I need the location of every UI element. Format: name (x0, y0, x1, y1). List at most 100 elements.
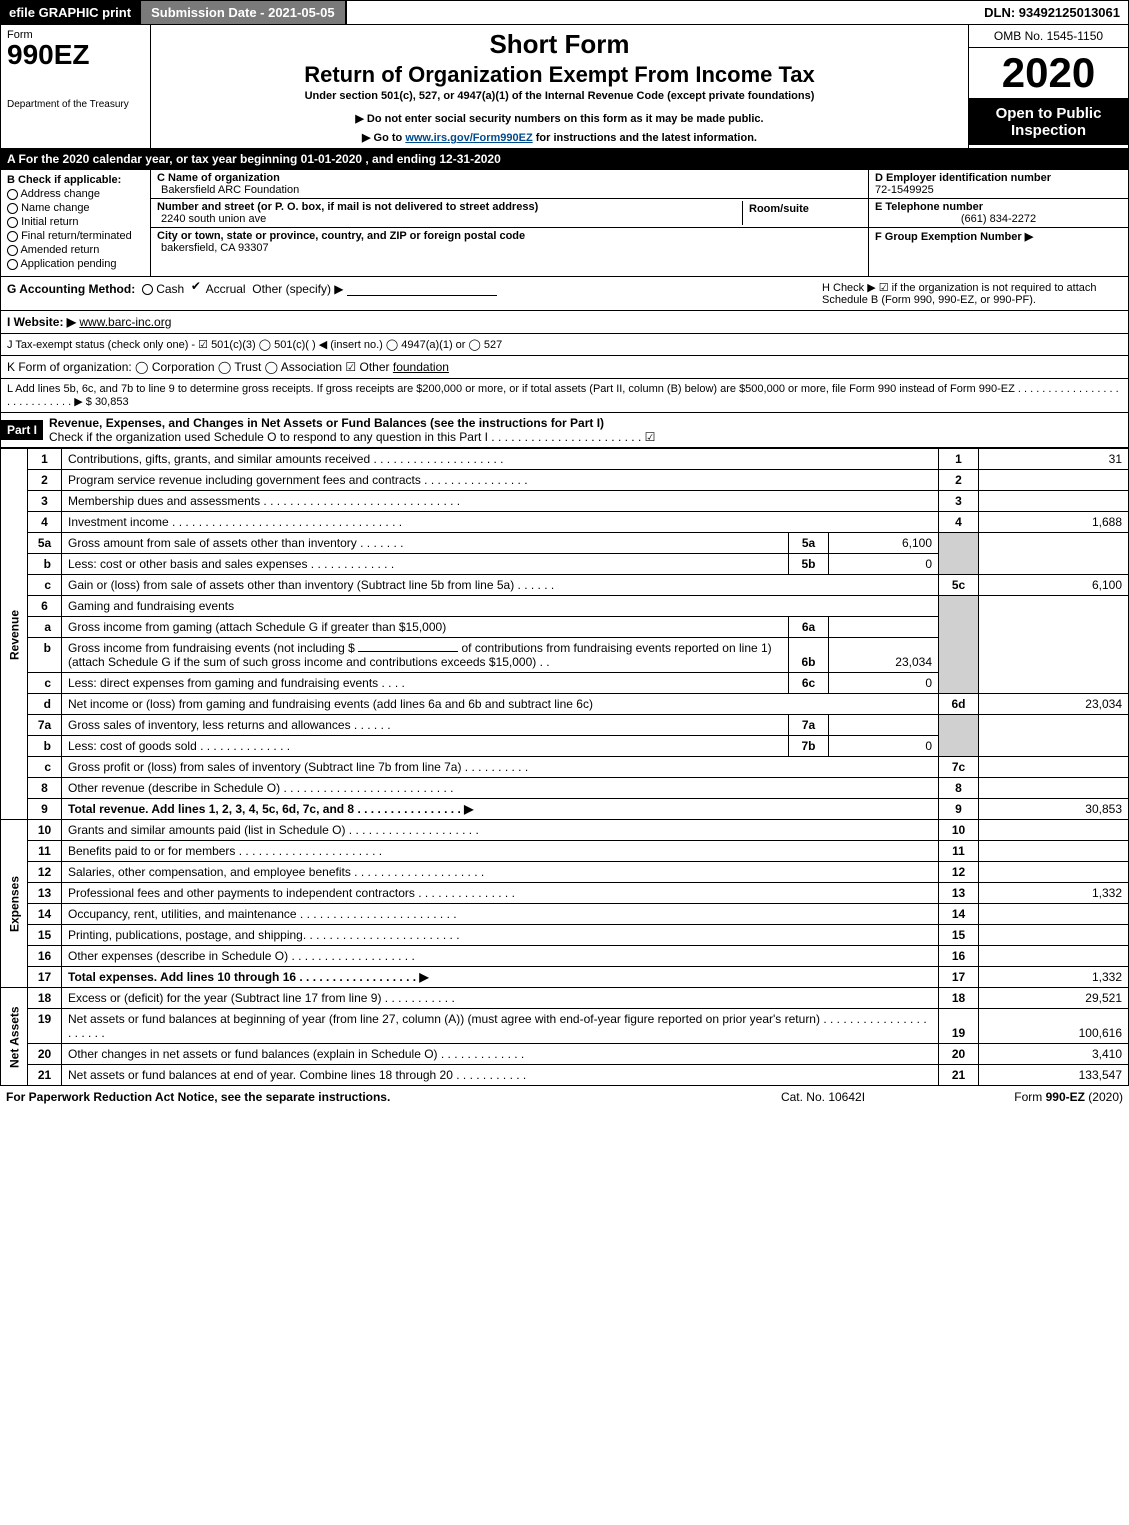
part-i-header: Part I Revenue, Expenses, and Changes in… (0, 413, 1129, 448)
city-row: City or town, state or province, country… (151, 228, 868, 256)
tel-label: E Telephone number (875, 201, 983, 213)
street-value: 2240 south union ave (161, 213, 266, 225)
goto-link[interactable]: www.irs.gov/Form990EZ (405, 132, 532, 144)
table-row: 14Occupancy, rent, utilities, and mainte… (1, 904, 1129, 925)
table-row: 8Other revenue (describe in Schedule O) … (1, 778, 1129, 799)
check-b-column: B Check if applicable: Address change Na… (1, 170, 151, 276)
org-name-value: Bakersfield ARC Foundation (161, 184, 299, 196)
footer-right: Form 990-EZ (2020) (923, 1090, 1123, 1104)
line-k-pre: K Form of organization: ◯ Corporation ◯ … (7, 360, 393, 374)
table-row: 13Professional fees and other payments t… (1, 883, 1129, 904)
chk-address-change[interactable]: Address change (7, 188, 144, 200)
line-k-val: foundation (393, 360, 449, 374)
line-j: J Tax-exempt status (check only one) - ☑… (0, 334, 1129, 356)
header-right: OMB No. 1545-1150 2020 Open to Public In… (968, 25, 1128, 148)
page-footer: For Paperwork Reduction Act Notice, see … (0, 1086, 1129, 1108)
table-row: cGain or (loss) from sale of assets othe… (1, 575, 1129, 596)
website-value[interactable]: www.barc-inc.org (79, 315, 171, 329)
department-label: Department of the Treasury (7, 99, 144, 110)
top-bar: efile GRAPHIC print Submission Date - 20… (0, 0, 1129, 25)
netassets-side-label: Net Assets (1, 988, 28, 1086)
table-row: 17Total expenses. Add lines 10 through 1… (1, 967, 1129, 988)
header-center: Short Form Return of Organization Exempt… (151, 25, 968, 148)
goto-pre: ▶ Go to (362, 132, 405, 144)
table-row: Net Assets 18Excess or (deficit) for the… (1, 988, 1129, 1009)
tel-row: E Telephone number (661) 834-2272 (869, 199, 1128, 228)
form-number: 990EZ (7, 41, 144, 69)
section-c-column: C Name of organization Bakersfield ARC F… (151, 170, 868, 276)
g-accrual-check[interactable] (191, 281, 203, 293)
line-desc: Contributions, gifts, grants, and simila… (62, 449, 939, 470)
line-h: H Check ▶ ☑ if the organization is not r… (822, 281, 1122, 306)
section-b-c-d: B Check if applicable: Address change Na… (0, 170, 1129, 277)
table-row: cGross profit or (loss) from sales of in… (1, 757, 1129, 778)
line-l-text: L Add lines 5b, 6c, and 7b to line 9 to … (7, 383, 1119, 408)
under-section-text: Under section 501(c), 527, or 4947(a)(1)… (159, 90, 960, 102)
open-to-public: Open to Public Inspection (969, 99, 1128, 145)
topbar-spacer (347, 1, 977, 24)
omb-number: OMB No. 1545-1150 (969, 25, 1128, 48)
table-row: dNet income or (loss) from gaming and fu… (1, 694, 1129, 715)
table-row: 2Program service revenue including gover… (1, 470, 1129, 491)
revenue-side-label: Revenue (1, 449, 28, 820)
table-row: 4Investment income . . . . . . . . . . .… (1, 512, 1129, 533)
g-label: G Accounting Method: (7, 282, 135, 296)
efile-label[interactable]: efile GRAPHIC print (1, 1, 139, 24)
goto-text: ▶ Go to www.irs.gov/Form990EZ for instru… (159, 131, 960, 144)
table-row: 21Net assets or fund balances at end of … (1, 1065, 1129, 1086)
line-a: A For the 2020 calendar year, or tax yea… (0, 149, 1129, 170)
return-title: Return of Organization Exempt From Incom… (159, 62, 960, 88)
org-name-row: C Name of organization Bakersfield ARC F… (151, 170, 868, 199)
footer-left: For Paperwork Reduction Act Notice, see … (6, 1090, 723, 1104)
line-l-amt: 30,853 (95, 396, 129, 408)
part-i-label: Part I (1, 420, 43, 440)
table-row: 15Printing, publications, postage, and s… (1, 925, 1129, 946)
chk-initial-return[interactable]: Initial return (7, 216, 144, 228)
table-row: 12Salaries, other compensation, and empl… (1, 862, 1129, 883)
g-h-section: G Accounting Method: Cash Accrual Other … (0, 277, 1129, 311)
do-not-enter-text: ▶ Do not enter social security numbers o… (159, 112, 960, 125)
table-row: 3Membership dues and assessments . . . .… (1, 491, 1129, 512)
line-k: K Form of organization: ◯ Corporation ◯ … (0, 356, 1129, 379)
line-i: I Website: ▶ www.barc-inc.org (0, 311, 1129, 334)
chk-application-pending[interactable]: Application pending (7, 258, 144, 270)
line-g: G Accounting Method: Cash Accrual Other … (7, 281, 822, 306)
section-d-column: D Employer identification number 72-1549… (868, 170, 1128, 276)
table-row: 5aGross amount from sale of assets other… (1, 533, 1129, 554)
ein-row: D Employer identification number 72-1549… (869, 170, 1128, 199)
group-label: F Group Exemption Number ▶ (875, 231, 1033, 243)
street-label: Number and street (or P. O. box, if mail… (157, 201, 538, 213)
form-header: Form 990EZ Department of the Treasury Sh… (0, 25, 1129, 149)
expenses-side-label: Expenses (1, 820, 28, 988)
city-value: bakersfield, CA 93307 (161, 242, 269, 254)
ein-value: 72-1549925 (875, 184, 934, 196)
g-cash: Cash (156, 282, 184, 296)
room-label: Room/suite (749, 203, 809, 215)
goto-post: for instructions and the latest informat… (533, 132, 757, 144)
part-i-check-text: Check if the organization used Schedule … (49, 430, 655, 444)
ein-label: D Employer identification number (875, 172, 1051, 184)
side-gray (939, 715, 979, 757)
short-form-title: Short Form (159, 29, 960, 60)
g-other: Other (specify) ▶ (252, 282, 343, 296)
chk-final-return[interactable]: Final return/terminated (7, 230, 144, 242)
line-col: 1 (939, 449, 979, 470)
dln-label: DLN: 93492125013061 (976, 1, 1128, 24)
side-gray (939, 596, 979, 694)
table-row: 11Benefits paid to or for members . . . … (1, 841, 1129, 862)
chk-name-change[interactable]: Name change (7, 202, 144, 214)
g-accrual: Accrual (206, 282, 246, 296)
line-num: 1 (28, 449, 62, 470)
room-suite-col: Room/suite (742, 201, 862, 225)
submission-date: Submission Date - 2021-05-05 (139, 1, 347, 24)
table-row: 20Other changes in net assets or fund ba… (1, 1044, 1129, 1065)
g-cash-box[interactable] (142, 284, 153, 295)
table-row: Expenses 10Grants and similar amounts pa… (1, 820, 1129, 841)
website-label: I Website: ▶ (7, 315, 76, 329)
chk-amended-return[interactable]: Amended return (7, 244, 144, 256)
footer-center: Cat. No. 10642I (723, 1090, 923, 1104)
tax-year: 2020 (969, 48, 1128, 99)
g-other-line[interactable] (347, 295, 497, 296)
street-row: Number and street (or P. O. box, if mail… (151, 199, 868, 228)
table-row: Revenue 1Contributions, gifts, grants, a… (1, 449, 1129, 470)
